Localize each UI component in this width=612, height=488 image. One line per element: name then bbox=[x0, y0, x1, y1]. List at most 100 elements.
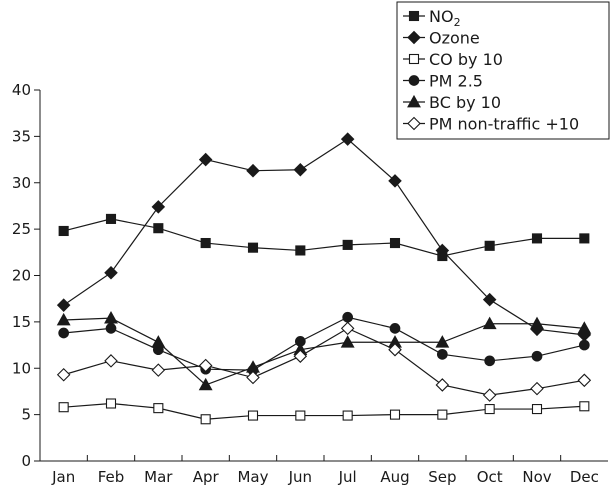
series-4 bbox=[56, 311, 592, 391]
data-point bbox=[246, 360, 260, 373]
data-point bbox=[482, 316, 497, 330]
legend-marker bbox=[408, 53, 420, 65]
data-point bbox=[153, 223, 164, 234]
data-point bbox=[482, 388, 497, 402]
series-line bbox=[63, 218, 585, 257]
legend-label-text: BC by 10 bbox=[429, 93, 501, 112]
data-point bbox=[435, 335, 450, 348]
data-point bbox=[388, 342, 402, 357]
data-point bbox=[200, 237, 211, 249]
data-point bbox=[340, 335, 355, 348]
data-point bbox=[389, 323, 401, 334]
series-line bbox=[63, 402, 585, 420]
legend-marker bbox=[407, 116, 421, 131]
y-tick-label: 20 bbox=[12, 267, 31, 285]
data-point bbox=[293, 349, 308, 363]
data-point bbox=[198, 152, 213, 167]
series-line bbox=[63, 327, 585, 396]
data-point bbox=[342, 311, 354, 323]
legend-label: BC by 10 bbox=[429, 93, 501, 112]
data-point bbox=[58, 402, 69, 413]
series-3 bbox=[58, 311, 590, 376]
data-point bbox=[530, 316, 544, 330]
x-tick-label: Apr bbox=[193, 468, 220, 486]
legend-item: CO by 10 bbox=[403, 50, 503, 69]
chart-axes: 0 5 10 15 20 25 30 35 40 Jan Feb Mar Apr May Jun Jul Aug… bbox=[12, 81, 608, 486]
data-point bbox=[153, 403, 164, 414]
data-point bbox=[104, 311, 118, 324]
legend-marker bbox=[407, 94, 421, 108]
data-point bbox=[342, 410, 353, 421]
legend-label-subscript: 2 bbox=[454, 16, 461, 29]
legend-label: CO by 10 bbox=[429, 50, 503, 69]
series-1 bbox=[56, 132, 592, 342]
data-point bbox=[247, 410, 259, 421]
legend-marker bbox=[408, 10, 420, 22]
data-point bbox=[105, 398, 117, 409]
data-point bbox=[435, 378, 450, 392]
data-point bbox=[484, 404, 495, 415]
data-point bbox=[579, 233, 590, 244]
data-point bbox=[198, 377, 213, 391]
series-line bbox=[63, 317, 585, 386]
legend-label-text: NO bbox=[429, 7, 454, 26]
data-point bbox=[247, 242, 259, 253]
series-0 bbox=[58, 213, 590, 262]
legend-label: PM 2.5 bbox=[429, 72, 483, 91]
data-point bbox=[484, 355, 496, 367]
y-tick-label: 10 bbox=[12, 359, 31, 377]
data-point bbox=[151, 363, 166, 377]
data-point bbox=[105, 323, 117, 334]
data-point bbox=[530, 381, 544, 396]
data-point bbox=[531, 404, 543, 415]
data-point bbox=[340, 132, 355, 146]
x-tick-label: Sep bbox=[428, 468, 456, 486]
series-line bbox=[63, 316, 585, 371]
data-point bbox=[198, 358, 213, 373]
legend-item: BC by 10 bbox=[403, 93, 501, 112]
data-point bbox=[293, 162, 308, 177]
data-point bbox=[105, 213, 117, 224]
y-tick-label: 15 bbox=[12, 313, 31, 331]
x-tick-label: Oct bbox=[477, 468, 503, 486]
y-tick-label: 40 bbox=[12, 81, 31, 99]
x-tick-label: May bbox=[237, 468, 268, 486]
data-point bbox=[295, 245, 306, 256]
data-point bbox=[531, 233, 543, 244]
x-tick-label: Dec bbox=[570, 468, 599, 486]
data-point bbox=[389, 409, 401, 420]
data-point bbox=[577, 373, 592, 388]
y-tick-label: 5 bbox=[21, 406, 31, 424]
chart-series bbox=[56, 132, 592, 425]
data-point bbox=[578, 339, 590, 351]
data-point bbox=[56, 298, 71, 312]
data-point bbox=[104, 354, 118, 368]
y-tick-label: 30 bbox=[12, 174, 31, 192]
data-point bbox=[340, 321, 355, 336]
x-tick-label: Jan bbox=[51, 468, 75, 486]
legend-marker bbox=[408, 75, 420, 86]
x-tick-label: Jun bbox=[288, 468, 312, 486]
legend-marker bbox=[407, 30, 421, 45]
data-point bbox=[56, 312, 71, 326]
x-tick-label: Nov bbox=[522, 468, 551, 486]
data-point bbox=[484, 240, 495, 251]
data-point bbox=[531, 350, 543, 362]
data-point bbox=[579, 401, 590, 412]
data-point bbox=[482, 292, 497, 307]
data-point bbox=[246, 370, 260, 385]
data-point bbox=[246, 163, 260, 178]
data-point bbox=[58, 327, 70, 339]
legend-label-text: PM non-traffic +10 bbox=[429, 115, 579, 134]
series-2 bbox=[58, 398, 590, 425]
legend-label-text: PM 2.5 bbox=[429, 72, 483, 91]
data-point bbox=[388, 174, 402, 188]
data-point bbox=[104, 265, 118, 280]
data-point bbox=[435, 243, 450, 258]
legend-label: PM non-traffic +10 bbox=[429, 115, 579, 134]
legend-label-text: Ozone bbox=[429, 29, 480, 48]
data-point bbox=[577, 321, 592, 334]
data-point bbox=[389, 237, 401, 249]
legend-item: PM non-traffic +10 bbox=[403, 115, 579, 134]
